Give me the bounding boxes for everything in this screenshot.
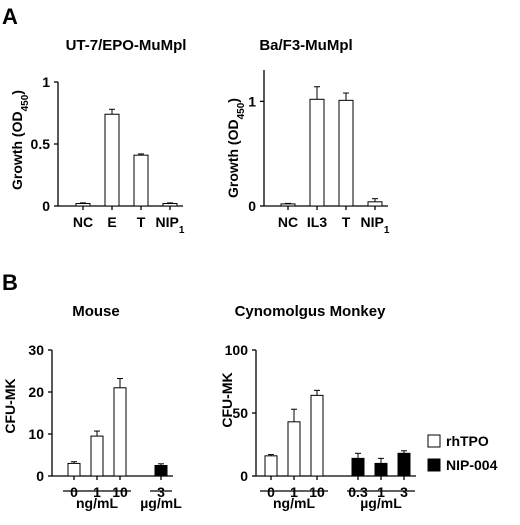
x-tick-label: 3 <box>400 484 408 500</box>
panel-label-b: B <box>2 270 18 295</box>
bar <box>104 113 120 207</box>
y-tick-label: 1 <box>42 74 50 90</box>
bar <box>264 455 278 477</box>
x-tick-label: 0 <box>70 484 78 500</box>
bar <box>351 457 365 477</box>
x-tick-label: 1 <box>93 484 101 500</box>
y-tick-label: 0 <box>240 468 248 484</box>
x-tick-label: NIP1 <box>361 214 390 236</box>
bar <box>133 154 149 207</box>
bar <box>397 452 411 477</box>
x-tick-label: T <box>137 214 146 230</box>
bar <box>338 99 354 207</box>
legend-label: NIP-004 <box>446 457 498 473</box>
x-tick-label: 1 <box>377 484 385 500</box>
legend-swatch <box>427 434 441 448</box>
x-tick-label: 10 <box>309 484 325 500</box>
y-axis-label: CFU-MK <box>2 378 18 433</box>
y-tick-label: 100 <box>225 342 249 358</box>
bar <box>90 435 104 477</box>
x-tick-label: 10 <box>112 484 128 500</box>
y-axis-label: Growth (OD450) <box>225 98 247 198</box>
legend-item-rhtpo: rhTPO <box>427 433 489 449</box>
y-axis-label: Growth (OD450) <box>9 90 31 190</box>
unit-group-label: ng/mL <box>76 495 118 511</box>
y-tick-label: 50 <box>232 405 248 421</box>
legend: rhTPO NIP-004 <box>427 433 498 473</box>
x-tick-label: NIP1 <box>156 214 185 236</box>
subscript: 1 <box>384 225 390 236</box>
bar <box>113 387 127 477</box>
x-tick-label: 1 <box>290 484 298 500</box>
unit-group-label: ng/mL <box>273 495 315 511</box>
chart-baf3-mumpl: Ba/F3-MuMpl Growth (OD450) 0 1 NC IL3 T NIP1 <box>225 37 390 236</box>
y-tick-label: 1 <box>248 93 256 109</box>
unit-group-label: µg/mL <box>140 495 182 511</box>
chart-title: Ba/F3-MuMpl <box>259 37 352 54</box>
x-tick-label: 3 <box>157 484 165 500</box>
x-tick-label: 0.3 <box>348 484 368 500</box>
x-tick-label: T <box>342 214 351 230</box>
bar <box>154 465 168 477</box>
bar <box>309 98 325 207</box>
bar <box>287 421 301 477</box>
bar <box>367 201 383 207</box>
panel-label-a: A <box>2 4 18 29</box>
y-tick-label: 0 <box>36 468 44 484</box>
legend-label: rhTPO <box>446 433 489 449</box>
y-tick-label: 0.5 <box>31 136 51 152</box>
chart-ut7-epo-mumpl: UT-7/EPO-MuMpl Growth (OD450) 0 0.5 1 NC E T N… <box>9 37 186 236</box>
y-axis-label: CFU-MK <box>219 372 235 427</box>
chart-title: Cynomolgus Monkey <box>235 303 387 320</box>
bar <box>374 462 388 477</box>
y-tick-label: 0 <box>248 198 256 214</box>
y-tick-label: 30 <box>28 342 44 358</box>
chart-title: UT-7/EPO-MuMpl <box>66 37 187 54</box>
x-tick-label: NC <box>73 214 93 230</box>
bar <box>162 203 178 207</box>
x-tick-label: 0 <box>267 484 275 500</box>
unit-group-label: µg/mL <box>360 495 402 511</box>
bar <box>75 203 91 207</box>
bar <box>280 203 296 207</box>
subscript: 1 <box>179 225 185 236</box>
legend-item-nip-004: NIP-004 <box>427 457 498 473</box>
x-tick-label: IL3 <box>307 214 327 230</box>
legend-swatch <box>427 458 441 472</box>
x-tick-label: E <box>107 214 116 230</box>
y-tick-label: 20 <box>28 384 44 400</box>
x-tick-label: NC <box>278 214 298 230</box>
bar <box>310 394 324 477</box>
y-tick-label: 10 <box>28 426 44 442</box>
chart-title: Mouse <box>72 303 120 320</box>
y-tick-label: 0 <box>42 198 50 214</box>
bar <box>67 462 81 477</box>
